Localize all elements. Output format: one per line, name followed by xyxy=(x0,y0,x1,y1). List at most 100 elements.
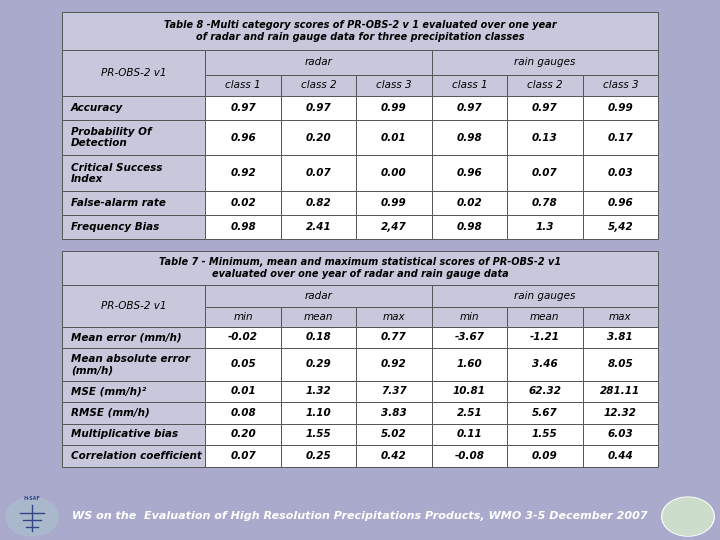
Text: Table 7 - Minimum, mean and maximum statistical scores of PR-OBS-2 v1
evaluated : Table 7 - Minimum, mean and maximum stat… xyxy=(159,257,561,279)
Text: 10.81: 10.81 xyxy=(453,386,486,396)
Text: 1.32: 1.32 xyxy=(305,386,331,396)
Text: 0.99: 0.99 xyxy=(381,198,407,208)
Bar xyxy=(432,50,658,75)
Text: PR-OBS-2 v1: PR-OBS-2 v1 xyxy=(101,301,166,311)
Text: 0.00: 0.00 xyxy=(381,168,407,178)
Bar xyxy=(62,423,205,445)
Text: 281.11: 281.11 xyxy=(600,386,641,396)
Bar xyxy=(432,75,507,96)
Text: 2,47: 2,47 xyxy=(381,222,407,232)
Text: 0.44: 0.44 xyxy=(608,451,633,461)
Text: 0.01: 0.01 xyxy=(230,386,256,396)
Text: 0.98: 0.98 xyxy=(230,222,256,232)
Bar xyxy=(62,191,205,215)
Bar xyxy=(356,402,432,423)
Text: 1.3: 1.3 xyxy=(536,222,554,232)
Text: class 3: class 3 xyxy=(376,80,412,90)
Text: 3.83: 3.83 xyxy=(381,408,407,418)
Text: 0.42: 0.42 xyxy=(381,451,407,461)
Text: Table 8 -Multi category scores of PR-OBS-2 v 1 evaluated over one year
of radar : Table 8 -Multi category scores of PR-OBS… xyxy=(163,20,557,42)
Text: 0.03: 0.03 xyxy=(608,168,633,178)
Text: class 2: class 2 xyxy=(301,80,336,90)
Bar xyxy=(432,402,507,423)
Text: False-alarm rate: False-alarm rate xyxy=(71,198,166,208)
Bar xyxy=(62,215,205,239)
Bar xyxy=(356,327,432,348)
Bar xyxy=(356,307,432,327)
Text: 8.05: 8.05 xyxy=(608,360,633,369)
Bar xyxy=(205,402,281,423)
Bar xyxy=(356,191,432,215)
Bar xyxy=(582,75,658,96)
Bar xyxy=(432,307,507,327)
Text: Frequency Bias: Frequency Bias xyxy=(71,222,159,232)
Text: radar: radar xyxy=(305,57,333,67)
Bar xyxy=(205,215,281,239)
Text: Probability Of
Detection: Probability Of Detection xyxy=(71,127,151,148)
Bar xyxy=(62,251,658,285)
Bar xyxy=(507,402,582,423)
Bar xyxy=(205,120,281,156)
Text: 5,42: 5,42 xyxy=(608,222,633,232)
Bar xyxy=(281,191,356,215)
Circle shape xyxy=(663,498,713,535)
Text: 6.03: 6.03 xyxy=(608,429,633,440)
Text: 3.46: 3.46 xyxy=(532,360,558,369)
Text: min: min xyxy=(459,312,480,322)
Bar xyxy=(582,156,658,191)
Text: 0.25: 0.25 xyxy=(305,451,331,461)
Text: WS on the  Evaluation of High Resolution Precipitations Products, WMO 3-5 Decemb: WS on the Evaluation of High Resolution … xyxy=(72,511,648,521)
Text: 0.92: 0.92 xyxy=(230,168,256,178)
Text: 1.55: 1.55 xyxy=(532,429,558,440)
Text: Mean absolute error
(mm/h): Mean absolute error (mm/h) xyxy=(71,354,190,375)
Text: 12.32: 12.32 xyxy=(604,408,637,418)
Text: 0.02: 0.02 xyxy=(230,198,256,208)
Bar xyxy=(205,156,281,191)
Bar xyxy=(582,307,658,327)
Bar xyxy=(432,96,507,120)
Text: 0.92: 0.92 xyxy=(381,360,407,369)
Text: 0.01: 0.01 xyxy=(381,133,407,143)
Text: 0.98: 0.98 xyxy=(456,222,482,232)
Text: class 1: class 1 xyxy=(225,80,261,90)
Text: class 2: class 2 xyxy=(527,80,563,90)
Text: 5.02: 5.02 xyxy=(381,429,407,440)
Bar xyxy=(205,96,281,120)
Bar xyxy=(582,348,658,381)
Bar xyxy=(62,96,205,120)
Text: 0.02: 0.02 xyxy=(456,198,482,208)
Bar xyxy=(432,381,507,402)
Bar xyxy=(432,285,658,307)
Bar xyxy=(507,75,582,96)
Text: rain gauges: rain gauges xyxy=(514,291,575,301)
Bar xyxy=(281,445,356,467)
Bar xyxy=(281,381,356,402)
Text: min: min xyxy=(233,312,253,322)
Text: H-SAF: H-SAF xyxy=(24,496,40,501)
Text: 0.05: 0.05 xyxy=(230,360,256,369)
Text: MSE (mm/h)²: MSE (mm/h)² xyxy=(71,386,146,396)
Text: mean: mean xyxy=(304,312,333,322)
Bar xyxy=(582,96,658,120)
Text: 0.77: 0.77 xyxy=(381,333,407,342)
Text: 0.78: 0.78 xyxy=(532,198,558,208)
Text: 0.96: 0.96 xyxy=(456,168,482,178)
Text: Mean error (mm/h): Mean error (mm/h) xyxy=(71,333,181,342)
Text: mean: mean xyxy=(530,312,559,322)
Bar xyxy=(356,348,432,381)
Text: rain gauges: rain gauges xyxy=(514,57,575,67)
Text: 0.99: 0.99 xyxy=(608,103,633,113)
Bar xyxy=(582,191,658,215)
Bar xyxy=(356,381,432,402)
Text: max: max xyxy=(609,312,631,322)
Bar xyxy=(432,423,507,445)
Text: 0.99: 0.99 xyxy=(381,103,407,113)
Bar xyxy=(62,285,205,327)
Bar xyxy=(356,96,432,120)
Text: 0.96: 0.96 xyxy=(608,198,633,208)
Text: Correlation coefficient: Correlation coefficient xyxy=(71,451,202,461)
Bar xyxy=(281,423,356,445)
Bar xyxy=(205,75,281,96)
Bar xyxy=(281,120,356,156)
Bar xyxy=(582,327,658,348)
